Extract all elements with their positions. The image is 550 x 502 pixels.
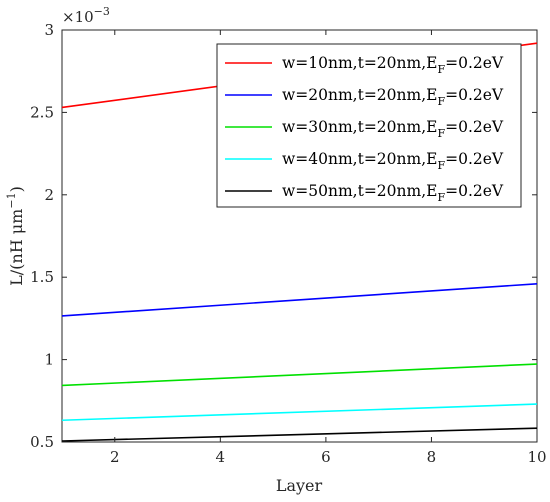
y-label-main: L/(nH	[7, 239, 26, 286]
x-tick-label: 4	[216, 448, 226, 466]
series-line-2	[61, 282, 538, 317]
x-tick-label: 6	[321, 448, 331, 466]
series-line-3	[61, 363, 538, 387]
legend-box	[216, 43, 522, 208]
x-axis-label: Layer	[276, 476, 323, 495]
legend-items: w=10nm,t=20nm,EF=0.2eV w=20nm,t=20nm,EF=0…	[225, 54, 504, 204]
x-axis-ticks: 2 4 6 8 10	[110, 30, 547, 466]
y-label-unit: μm	[7, 209, 26, 235]
y-tick-label: 0.5	[30, 433, 54, 451]
x-tick-label: 8	[427, 448, 437, 466]
legend-label-3: w=30nm,t=20nm,EF=0.2eV	[282, 118, 504, 140]
y-label-close: )	[7, 186, 26, 192]
y-multiplier-base: ×10	[62, 8, 94, 26]
legend-label-1: w=10nm,t=20nm,EF=0.2eV	[282, 54, 504, 76]
y-tick-label: 2	[44, 186, 54, 204]
y-multiplier-exp: −3	[94, 5, 110, 18]
y-multiplier: ×10−3	[62, 5, 110, 26]
series-line-5	[61, 427, 538, 442]
legend-label-2: w=20nm,t=20nm,EF=0.2eV	[282, 86, 504, 108]
y-axis-label: L/(nH μm−1)	[5, 186, 26, 286]
legend-label-5: w=50nm,t=20nm,EF=0.2eV	[282, 182, 504, 204]
x-tick-label: 2	[110, 448, 120, 466]
y-axis-ticks: 0.5 1 1.5 2 2.5 3	[30, 21, 537, 451]
y-tick-label: 1.5	[30, 268, 54, 286]
legend: w=10nm,t=20nm,EF=0.2eV w=20nm,t=20nm,EF=0…	[216, 43, 522, 208]
y-tick-label: 2.5	[30, 103, 54, 121]
y-tick-label: 1	[44, 351, 54, 369]
y-label-exp: −1	[5, 192, 18, 208]
y-tick-label: 3	[44, 21, 54, 39]
legend-label-4: w=40nm,t=20nm,EF=0.2eV	[282, 150, 504, 172]
x-tick-label: 10	[527, 448, 546, 466]
series-line-4	[61, 403, 538, 422]
